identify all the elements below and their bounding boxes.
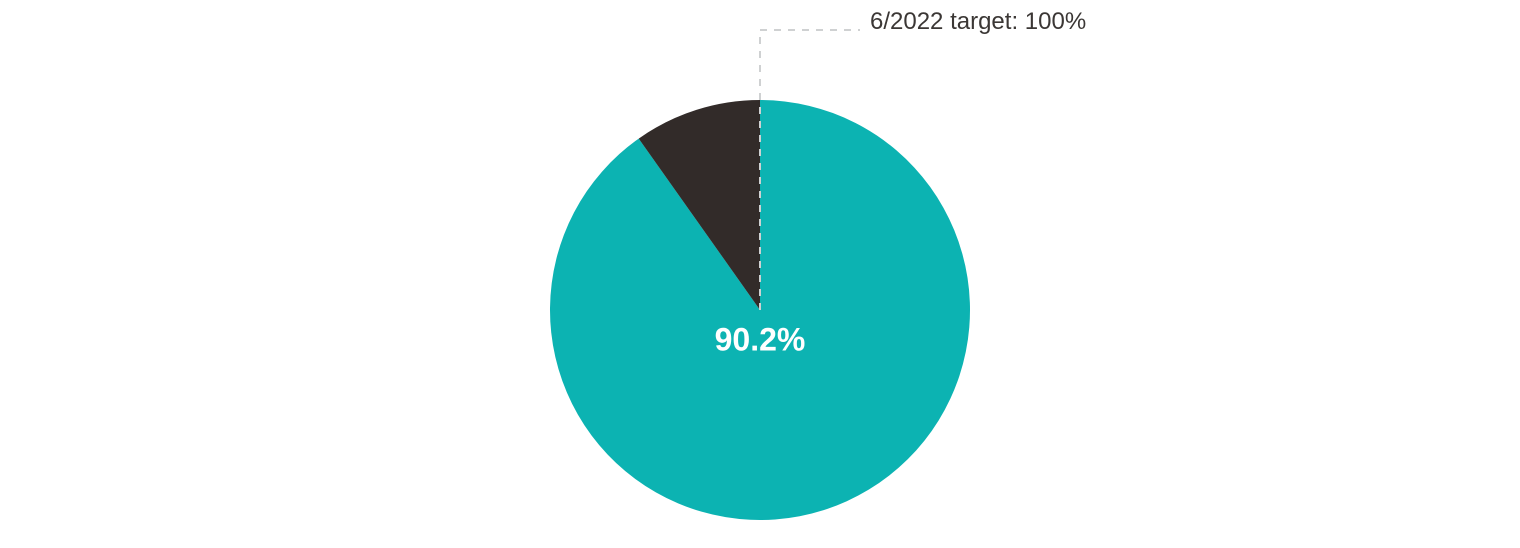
pie-center-label: 90.2% — [715, 322, 806, 359]
pie-chart — [0, 0, 1520, 548]
chart-stage: 6/2022 target: 100% 90.2% — [0, 0, 1520, 548]
target-label: 6/2022 target: 100% — [870, 8, 1086, 36]
